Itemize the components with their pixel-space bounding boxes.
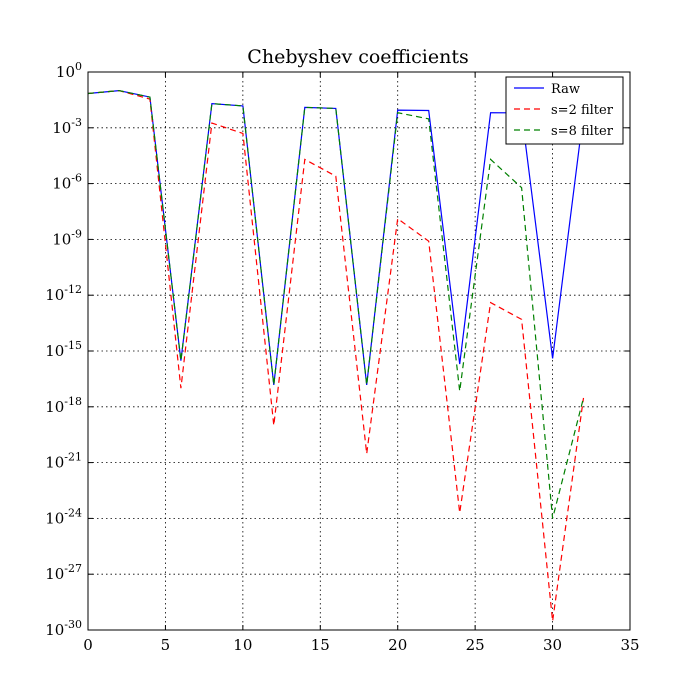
chart-title: Chebyshev coefficients bbox=[247, 46, 468, 68]
series-layer bbox=[87, 89, 585, 622]
y-tick-label: 10-12 bbox=[45, 283, 82, 304]
x-tick-label: 30 bbox=[543, 636, 562, 654]
series-line-1 bbox=[87, 89, 585, 385]
y-tick-label: 100 bbox=[56, 60, 82, 81]
y-tick-label: 10-27 bbox=[45, 562, 82, 583]
y-tick-label: 10-21 bbox=[45, 451, 82, 472]
y-tick-label: 10-3 bbox=[52, 116, 82, 137]
legend-label-2: s=2 filter bbox=[551, 103, 614, 118]
x-tick-label: 10 bbox=[233, 636, 252, 654]
x-tick-label: 15 bbox=[311, 636, 330, 654]
y-tick-label: 10-6 bbox=[52, 172, 82, 193]
x-tick-label: 0 bbox=[83, 636, 93, 654]
ticks-layer: 0 5 10 15 20 25 30 35 100 10-3 10-6 10-9 10-12 10-15 1… bbox=[45, 60, 639, 654]
x-tick-label: 35 bbox=[620, 636, 639, 654]
y-tick-label: 10-15 bbox=[45, 339, 82, 360]
x-tick-label: 20 bbox=[388, 636, 407, 654]
legend: Raw s=2 filter s=8 filter bbox=[505, 76, 624, 145]
y-tick-label: 10-30 bbox=[45, 618, 82, 639]
grid-layer bbox=[88, 72, 630, 630]
series-line-2 bbox=[87, 89, 585, 622]
x-tick-label: 5 bbox=[161, 636, 171, 654]
y-tick-label: 10-9 bbox=[52, 227, 82, 248]
legend-label-3: s=8 filter bbox=[551, 124, 614, 139]
legend-label-1: Raw bbox=[551, 82, 580, 97]
y-tick-label: 10-24 bbox=[45, 506, 82, 527]
x-tick-label: 25 bbox=[466, 636, 485, 654]
y-tick-label: 10-18 bbox=[45, 395, 82, 416]
series-line-3 bbox=[87, 89, 585, 519]
